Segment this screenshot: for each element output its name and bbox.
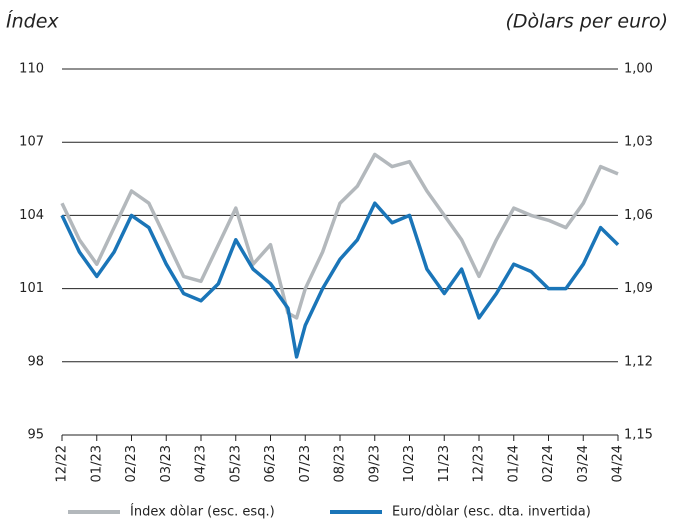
- y-tick-label: 104: [19, 208, 44, 223]
- y-tick-label: 98: [27, 354, 44, 369]
- y-tick-label: 107: [19, 135, 44, 150]
- y2-axis-title: (Dòlars per euro): [505, 11, 668, 33]
- x-tick-label: 11/23: [437, 445, 452, 482]
- series-line: [60, 152, 619, 320]
- x-tick-label: 09/23: [367, 445, 382, 482]
- x-tick-label: 12/22: [55, 445, 70, 482]
- y2-tick-label: 1,00: [624, 62, 653, 77]
- x-tick-label: 07/23: [298, 445, 313, 482]
- y2-tick-label: 1,12: [624, 354, 653, 369]
- x-tick-label: 05/23: [228, 445, 243, 482]
- y2-tick-label: 1,09: [624, 281, 653, 296]
- x-tick-label: 08/23: [333, 445, 348, 482]
- x-tick-label: 02/24: [541, 445, 556, 482]
- y2-tick-label: 1,15: [624, 428, 653, 443]
- legend-label: Índex dòlar (esc. esq.): [130, 504, 275, 520]
- y-tick-label: 110: [19, 62, 44, 77]
- x-tick-label: 04/24: [611, 445, 626, 482]
- x-tick-label: 02/23: [124, 445, 139, 482]
- y2-tick-label: 1,03: [624, 135, 653, 150]
- x-tick-label: 03/24: [576, 445, 591, 482]
- y-axis-title: Índex: [6, 10, 59, 33]
- series-line: [60, 201, 620, 359]
- x-tick-label: 12/23: [472, 445, 487, 482]
- legend-label: Euro/dòlar (esc. dta. invertida): [392, 505, 591, 520]
- y-tick-label: 95: [27, 428, 44, 443]
- x-tick-label: 03/23: [159, 445, 174, 482]
- x-tick-label: 01/24: [506, 445, 521, 482]
- y-tick-label: 101: [19, 281, 44, 296]
- x-tick-label: 04/23: [194, 445, 209, 482]
- x-tick-label: 06/23: [263, 445, 278, 482]
- x-tick-label: 01/23: [89, 445, 104, 482]
- x-tick-label: 10/23: [402, 445, 417, 482]
- y2-tick-label: 1,06: [624, 208, 653, 223]
